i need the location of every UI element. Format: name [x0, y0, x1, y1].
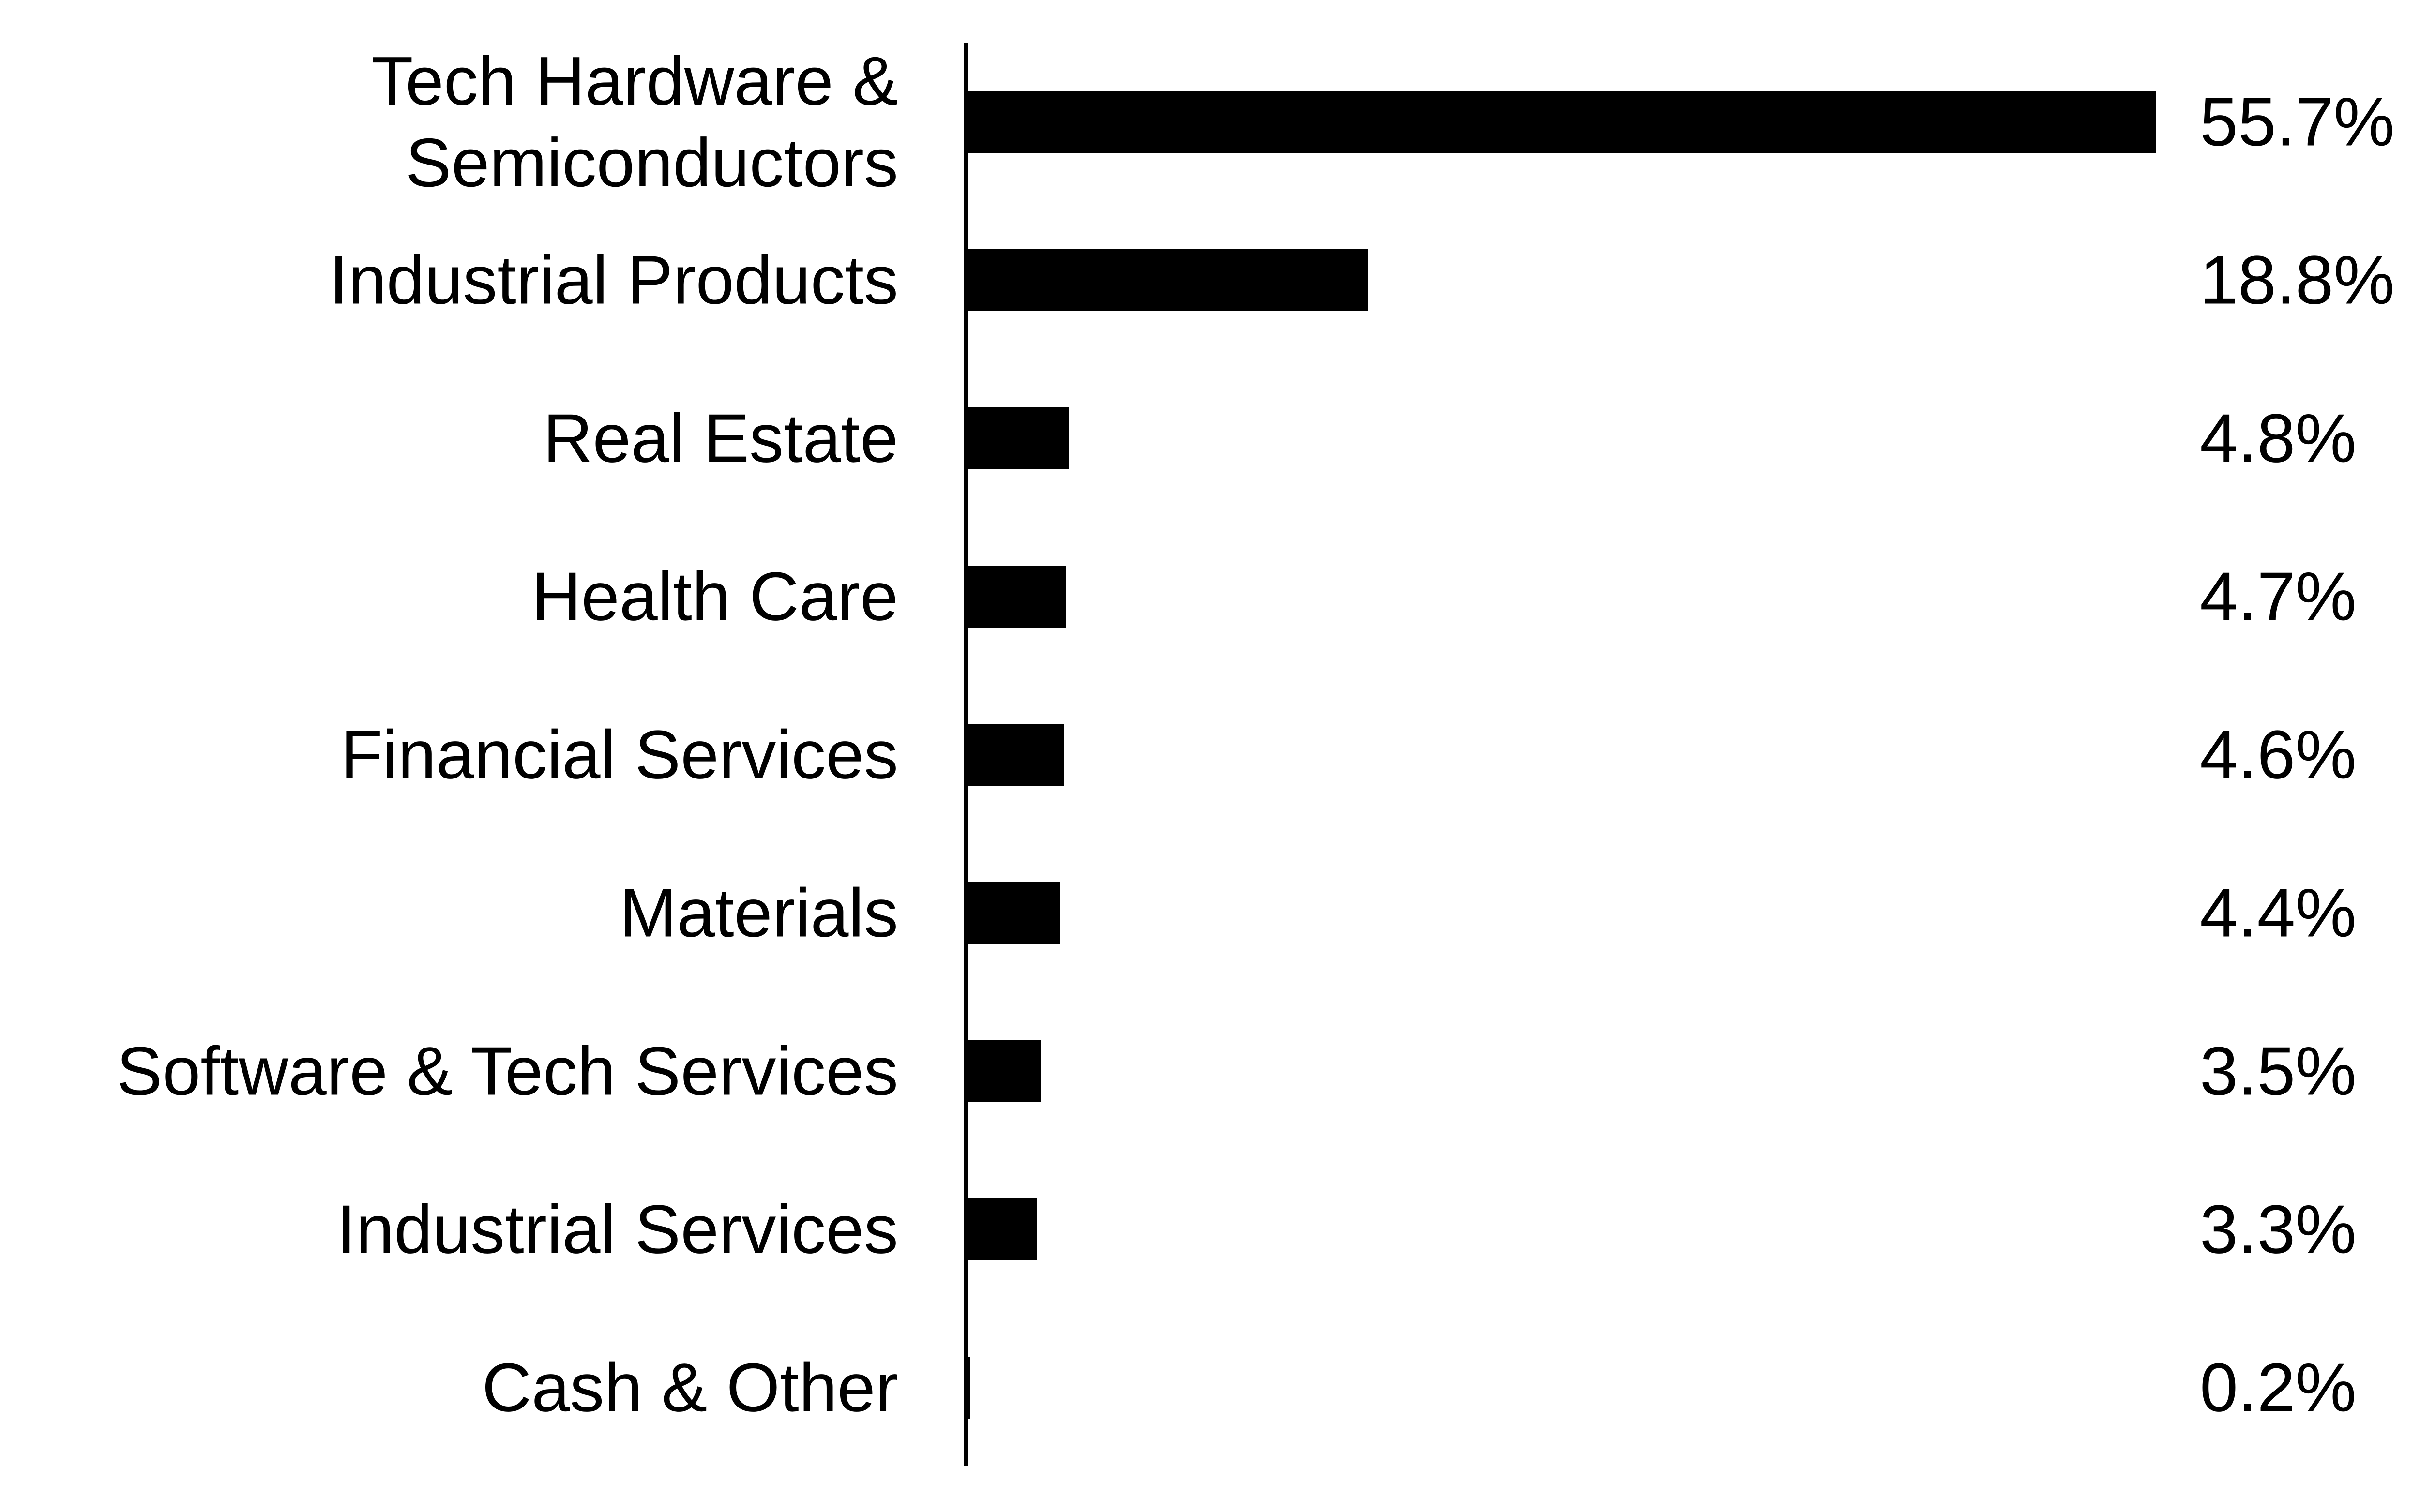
value-label: 4.8% [2200, 400, 2357, 477]
category-label: Industrial Services [336, 1191, 898, 1268]
bar [966, 1198, 1037, 1260]
bar [966, 1040, 1041, 1102]
bar [966, 91, 2156, 153]
category-label: Financial Services [340, 716, 898, 793]
bar [966, 566, 1067, 628]
bar [966, 1357, 970, 1419]
value-label: 4.7% [2200, 558, 2357, 635]
category-label: Health Care [531, 558, 898, 635]
value-label: 3.5% [2200, 1033, 2357, 1110]
bar [966, 724, 1065, 786]
category-label: Software & Tech Services [116, 1033, 898, 1110]
bar [966, 882, 1060, 944]
value-label: 55.7% [2200, 83, 2395, 161]
bar [966, 249, 1368, 311]
value-label: 3.3% [2200, 1191, 2357, 1268]
category-label: Cash & Other [482, 1349, 898, 1426]
axis-line [964, 43, 968, 1466]
category-label: Industrial Products [329, 241, 898, 319]
category-label: Tech Hardware & Semiconductors [371, 43, 898, 201]
value-label: 4.6% [2200, 716, 2357, 793]
value-label: 4.4% [2200, 874, 2357, 952]
bar [966, 407, 1069, 469]
category-label: Real Estate [543, 400, 898, 477]
value-label: 18.8% [2200, 241, 2395, 319]
value-label: 0.2% [2200, 1349, 2357, 1426]
category-label: Materials [619, 874, 898, 952]
